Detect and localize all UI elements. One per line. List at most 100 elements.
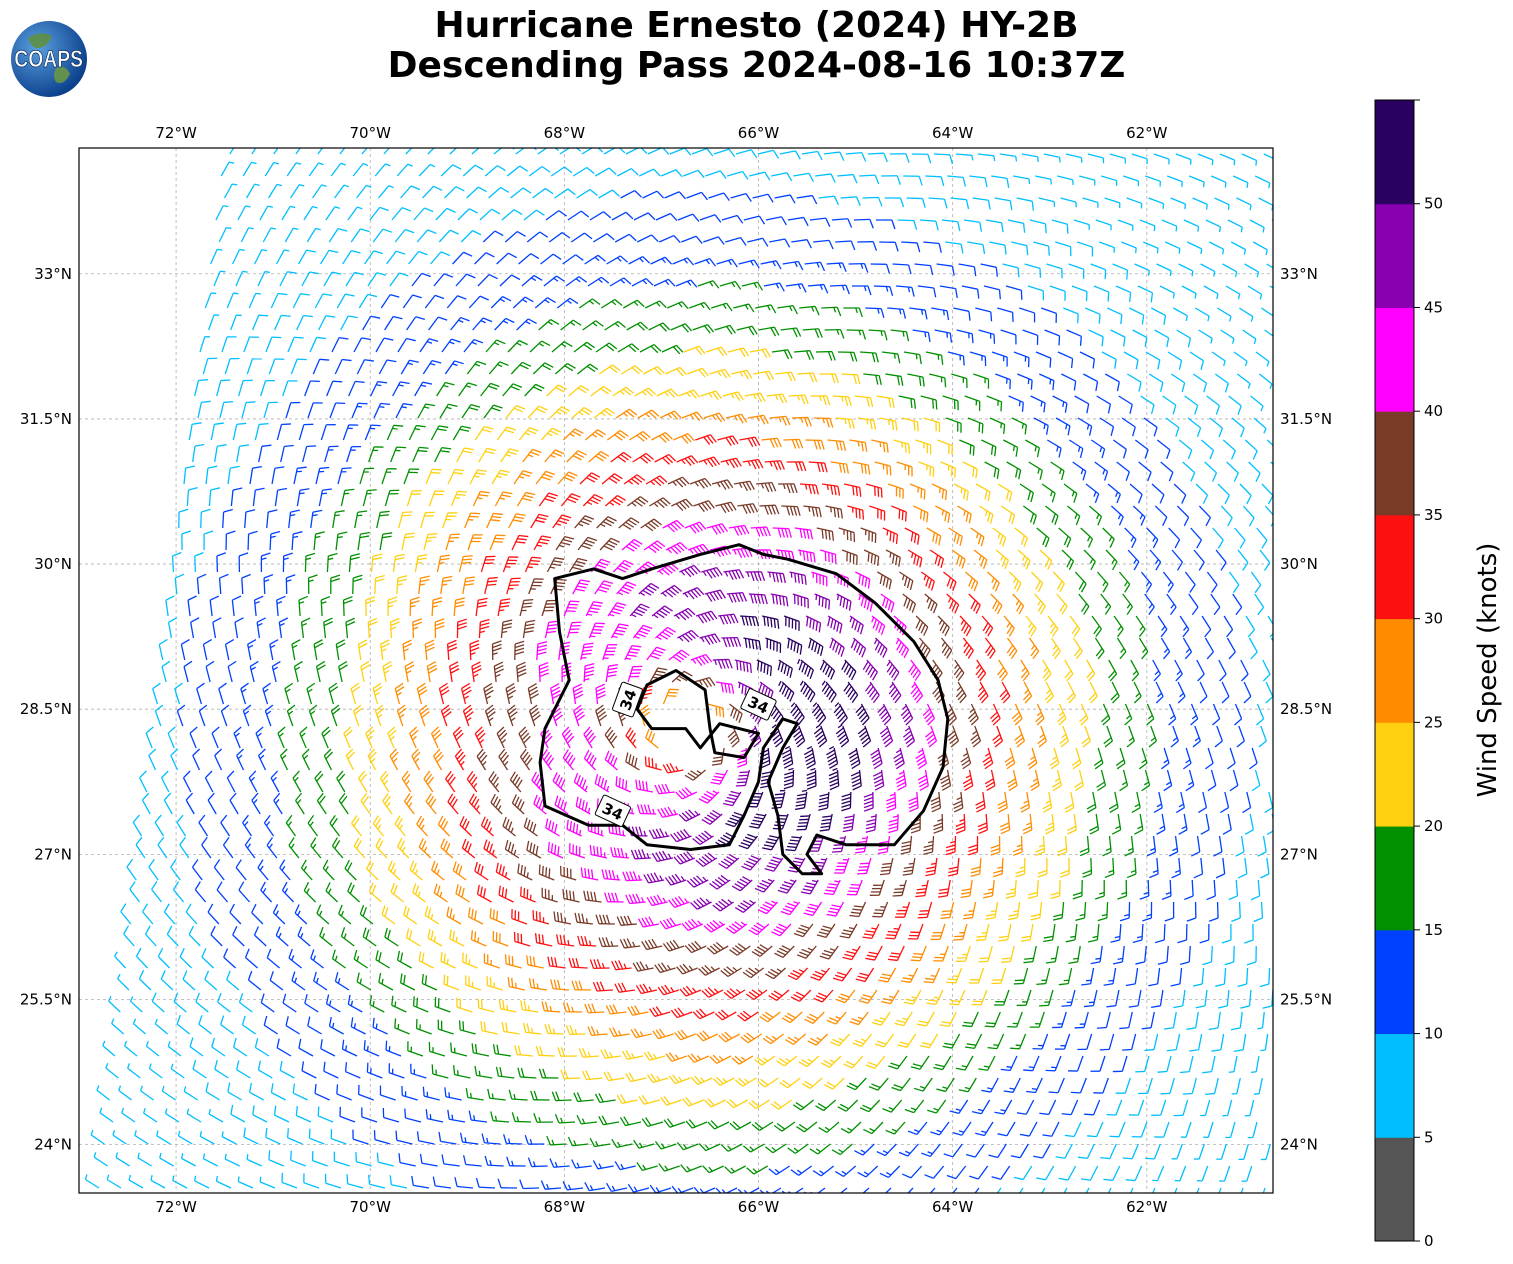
wind-barb <box>158 638 168 661</box>
wind-barb <box>1225 285 1241 300</box>
wind-barb <box>230 314 242 331</box>
wind-barb <box>1164 901 1175 922</box>
wind-barb <box>994 1099 1013 1115</box>
wind-barb <box>759 1187 782 1193</box>
wind-barb <box>480 555 496 573</box>
wind-barb <box>555 535 575 551</box>
wind-barb <box>309 336 327 353</box>
wind-barb <box>1229 769 1239 792</box>
wind-barb <box>367 748 377 771</box>
wind-barb <box>635 779 653 793</box>
wind-barb <box>846 1077 867 1091</box>
wind-barb <box>219 400 234 419</box>
wind-barb <box>806 767 817 790</box>
wind-barb <box>962 637 974 659</box>
wind-barb <box>1155 681 1164 704</box>
wind-barb <box>1220 791 1230 814</box>
wind-barb <box>444 1087 462 1101</box>
wind-barb <box>1117 219 1134 231</box>
wind-barb <box>1066 813 1077 835</box>
wind-barb <box>574 912 593 925</box>
wind-barb <box>466 360 487 375</box>
wind-barb <box>917 769 929 791</box>
wind-barb <box>952 1187 958 1193</box>
wind-barb <box>538 1068 559 1079</box>
wind-barb <box>1167 351 1183 370</box>
wind-barb <box>740 1032 762 1044</box>
wind-barb <box>902 857 916 876</box>
wind-barb <box>757 900 779 915</box>
wind-barb <box>210 422 224 441</box>
wind-barb <box>144 925 157 947</box>
wind-barb <box>1265 681 1273 704</box>
wind-barb <box>701 986 724 998</box>
wind-barb <box>215 1175 232 1189</box>
wind-barb <box>512 296 534 309</box>
wind-barb <box>265 336 282 353</box>
colorbar-tick-label: 5 <box>1424 1128 1434 1146</box>
wind-barb <box>1074 1011 1089 1029</box>
wind-barb <box>678 389 701 399</box>
wind-barb <box>1248 637 1258 660</box>
wind-barb <box>90 1129 105 1145</box>
wind-barb <box>152 682 161 705</box>
wind-barb <box>1055 241 1072 257</box>
wind-barb <box>926 989 944 1006</box>
wind-barb <box>1011 417 1028 435</box>
wind-barb <box>589 844 608 859</box>
wind-barb <box>120 903 132 925</box>
wind-barb <box>1093 1077 1109 1094</box>
wind-barb <box>1143 241 1159 254</box>
wind-barb <box>502 816 516 837</box>
wind-barb <box>1260 307 1273 322</box>
wind-barb <box>803 901 823 917</box>
wind-barb <box>246 183 260 199</box>
wind-barb <box>588 622 605 639</box>
wind-barb <box>731 369 753 380</box>
wind-barb <box>466 771 478 793</box>
wind-barb <box>297 926 311 947</box>
wind-barb <box>850 637 867 658</box>
wind-barb <box>384 489 400 507</box>
wind-barb <box>986 395 1003 412</box>
wind-barb <box>411 1175 430 1189</box>
lat-tick-label: 31.5°N <box>20 410 72 428</box>
wind-barb <box>651 605 673 619</box>
wind-barb <box>953 791 964 813</box>
wind-barb <box>400 359 419 375</box>
wind-barb <box>121 1107 136 1123</box>
lat-tick-label: 24°N <box>1280 1136 1318 1154</box>
wind-barb <box>1100 703 1111 726</box>
wind-barb <box>557 471 578 485</box>
wind-barb <box>1116 637 1127 660</box>
wind-barb <box>713 148 736 158</box>
wind-barb <box>203 530 214 551</box>
wind-barb <box>1019 1121 1038 1137</box>
wind-barb <box>1029 219 1047 234</box>
wind-barb <box>369 206 389 221</box>
wind-barb <box>490 1111 510 1123</box>
wind-barb <box>1233 351 1248 367</box>
wind-barb <box>379 770 390 793</box>
wind-barb <box>294 904 308 925</box>
wind-barb <box>587 276 610 287</box>
wind-barb <box>220 704 230 727</box>
wind-barb <box>1096 395 1112 414</box>
wind-barb <box>392 553 406 573</box>
wind-barb <box>285 574 296 595</box>
wind-barb <box>737 503 759 514</box>
wind-barb <box>815 1099 837 1112</box>
wind-barb <box>490 296 512 309</box>
wind-barb <box>202 638 212 661</box>
wind-barb <box>573 1092 594 1103</box>
wind-barb <box>335 639 346 661</box>
wind-barb <box>314 1083 330 1101</box>
wind-barb <box>1138 461 1152 482</box>
wind-barb <box>513 470 533 485</box>
wind-barb <box>992 857 1004 878</box>
wind-barb <box>1047 439 1062 458</box>
wind-barb <box>135 836 146 859</box>
wind-barb <box>961 285 980 299</box>
wind-barb <box>148 858 159 881</box>
wind-barb <box>527 1157 548 1168</box>
